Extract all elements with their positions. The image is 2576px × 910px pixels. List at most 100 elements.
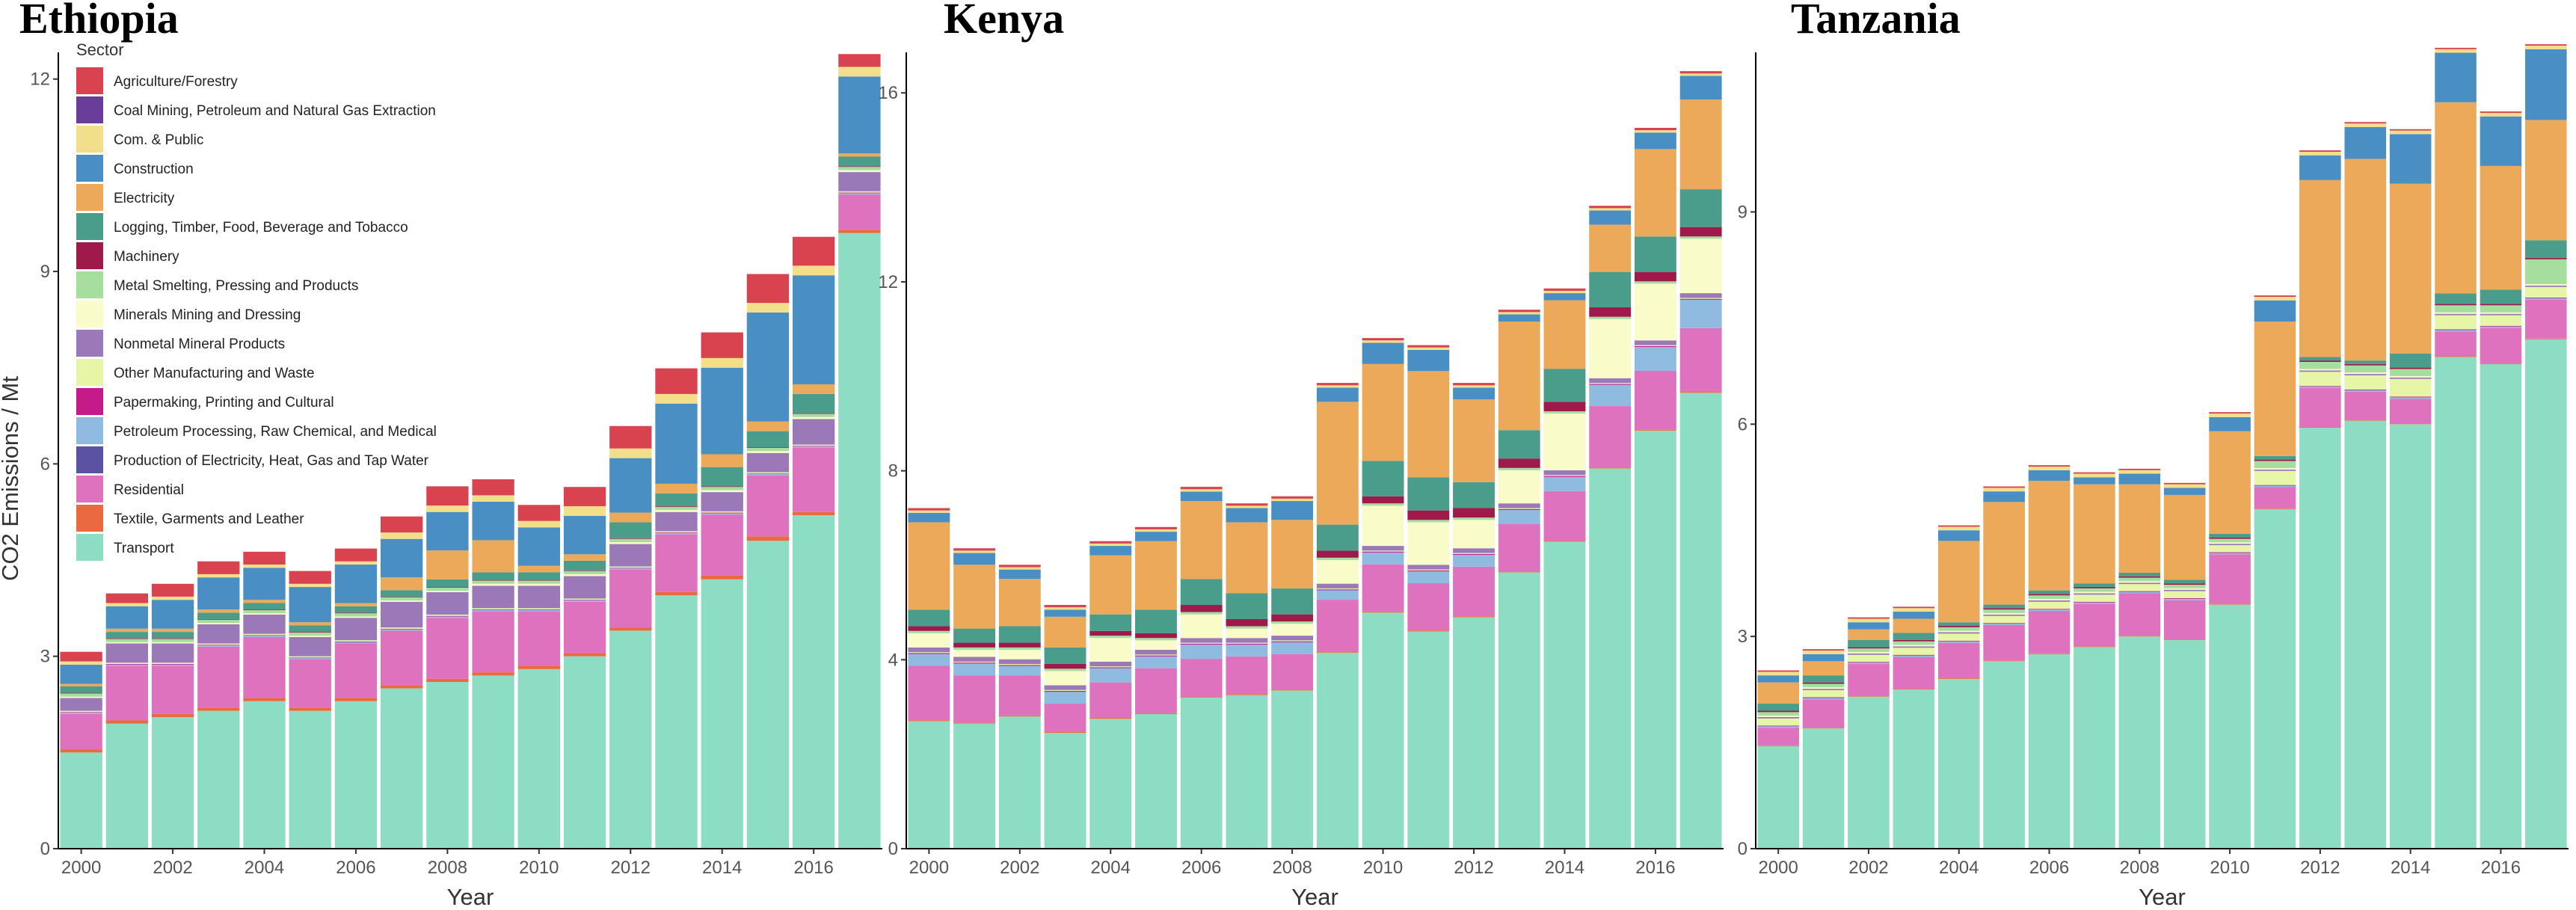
bar-segment — [998, 659, 1041, 664]
bar-segment — [2525, 286, 2567, 298]
bar-segment — [1893, 689, 1935, 849]
bar-segment — [1226, 695, 1268, 849]
bar-segment — [1848, 617, 1890, 619]
bar-segment — [2209, 416, 2251, 431]
bar-segment — [243, 614, 286, 634]
bar-segment — [517, 608, 560, 610]
bar-segment — [2118, 572, 2161, 577]
bar-segment — [1589, 384, 1632, 407]
bar-segment — [1362, 338, 1404, 341]
bar-segment — [2118, 636, 2161, 849]
bar-segment — [953, 675, 996, 723]
bar-segment — [1407, 630, 1450, 632]
bar-segment — [563, 560, 606, 571]
bar-segment — [1316, 588, 1359, 590]
x-tick-label: 2010 — [1363, 858, 1403, 878]
bar-segment — [197, 561, 240, 574]
bar-segment — [2389, 375, 2432, 378]
bar-segment — [1316, 589, 1359, 591]
legend-item: Logging, Timber, Food, Beverage and Toba… — [76, 213, 408, 240]
bar-segment — [2435, 315, 2477, 330]
bar-segment — [1362, 342, 1404, 364]
x-tick-label: 2010 — [519, 858, 559, 878]
bar-segment — [1316, 385, 1359, 388]
bar-segment — [60, 698, 102, 711]
bar-segment — [1271, 621, 1314, 624]
bar-segment — [2480, 328, 2522, 363]
bar-segment — [2074, 602, 2115, 604]
legend-label: Residential — [114, 482, 184, 498]
bar-segment — [1848, 653, 1890, 655]
legend-swatch — [76, 476, 103, 502]
bar-segment — [953, 565, 996, 629]
bar-segment — [609, 458, 652, 513]
bar-segment — [655, 531, 698, 533]
bar-segment — [953, 650, 996, 657]
bar-segment — [1453, 508, 1495, 518]
bar-segment — [1893, 654, 1935, 656]
legend-label: Nonmetal Mineral Products — [114, 336, 285, 352]
y-tick-label: 0 — [40, 839, 50, 859]
bar-segment — [2254, 461, 2296, 468]
bar-segment — [381, 597, 423, 601]
bar-segment — [517, 585, 560, 609]
bar-segment — [1089, 667, 1132, 668]
bar-segment — [1848, 647, 1890, 649]
bar-segment — [2299, 152, 2341, 156]
bar-segment — [1757, 718, 1799, 726]
legend-item: Residential — [76, 476, 184, 502]
bar-segment — [2299, 357, 2341, 361]
legend-label: Production of Electricity, Heat, Gas and… — [114, 453, 429, 469]
bar-segment — [426, 614, 469, 616]
bar-segment — [701, 454, 743, 467]
bar-segment — [197, 609, 240, 613]
bar-segment — [953, 550, 996, 553]
bar-segment — [1044, 733, 1086, 849]
bar-segment — [517, 579, 560, 581]
panel-ethiopia: Ethiopia 0 3 6 9 12 2000 2002 2004 2006 2008 2010 20… — [19, 0, 882, 910]
bar-segment — [1543, 290, 1586, 294]
bar-segment — [746, 473, 790, 475]
bar-segment — [381, 516, 423, 533]
bar-segment — [1589, 406, 1632, 468]
bar-segment — [2209, 414, 2251, 417]
bar-segment — [243, 698, 286, 701]
bar-segment — [1044, 616, 1086, 648]
bar-segment — [2254, 296, 2296, 301]
bar-segment — [105, 662, 148, 664]
bar-segment — [1316, 651, 1359, 653]
bar-segment — [998, 569, 1041, 579]
bar-segment — [1983, 614, 2025, 616]
bar-segment — [998, 665, 1041, 676]
bar-segment — [838, 67, 881, 77]
bar-segment — [1757, 671, 1799, 676]
bar-segment — [953, 553, 996, 565]
x-tick-label: 2016 — [793, 858, 833, 878]
legend-item: Com. & Public — [76, 126, 203, 153]
bar-segment — [609, 512, 652, 523]
bar-segment — [2435, 331, 2477, 357]
bar-segment — [1589, 307, 1632, 317]
bar-segment — [1802, 699, 1845, 728]
bar-segment — [2209, 412, 2251, 414]
bar-segment — [2344, 391, 2387, 420]
bar-segment — [517, 572, 560, 580]
bar-segment — [1679, 227, 1722, 237]
bar-segment — [1226, 522, 1268, 594]
bar-segment — [1543, 414, 1586, 470]
bar-segment — [563, 574, 606, 577]
bar-segment — [1135, 656, 1177, 668]
bar-segment — [2389, 367, 2432, 369]
bar-segment — [1589, 210, 1632, 225]
y-tick-label: 6 — [1738, 414, 1747, 434]
legend-item: Transport — [76, 534, 174, 561]
bar-segment — [2028, 480, 2071, 591]
bar-segment — [60, 749, 102, 753]
bar-segment — [1679, 393, 1722, 849]
x-axis-title: Year — [1291, 884, 1338, 910]
bar-segment — [472, 608, 514, 610]
bar-segment — [838, 191, 881, 193]
bar-segment — [1937, 526, 1980, 531]
x-tick-label: 2016 — [2481, 858, 2521, 878]
bar-segment — [793, 236, 835, 266]
